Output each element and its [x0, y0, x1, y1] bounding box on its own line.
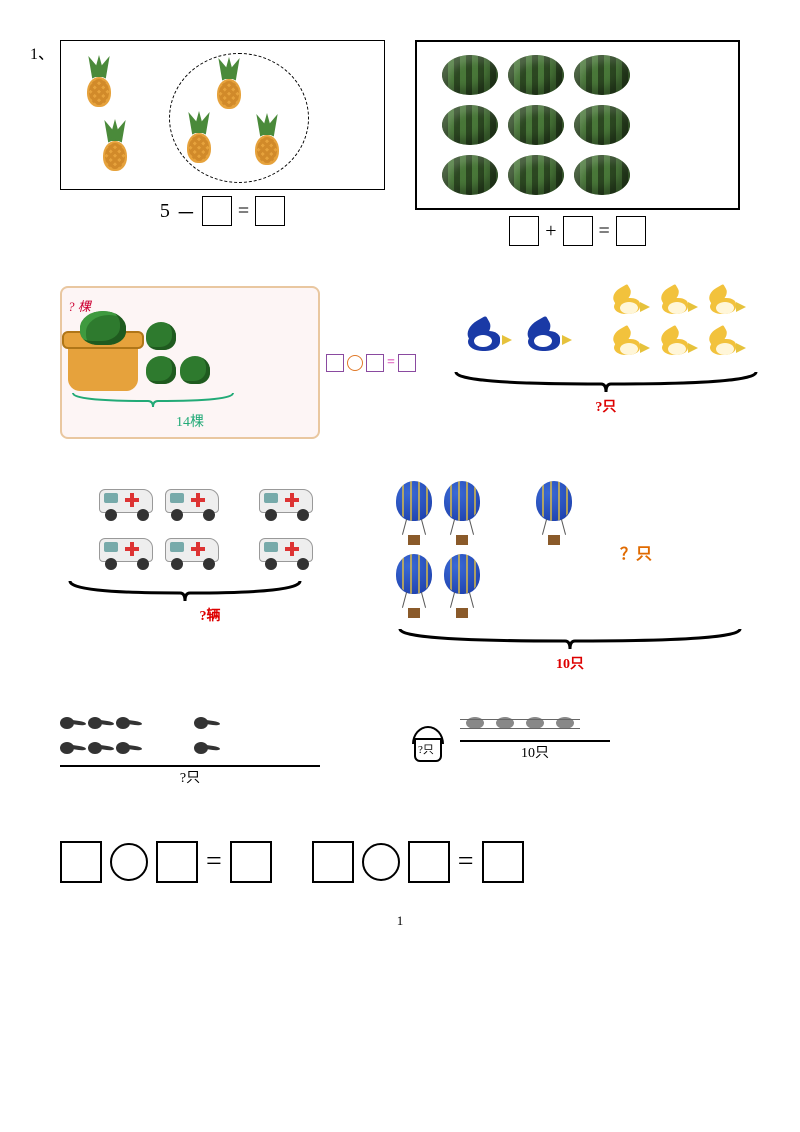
question-label: ?只	[60, 767, 320, 787]
operator-box[interactable]	[347, 355, 363, 371]
eq1-op: －	[176, 197, 196, 226]
answer-box[interactable]	[312, 841, 354, 883]
problem-cabbages: ? 棵 14棵 =	[60, 286, 416, 439]
answer-box[interactable]	[156, 841, 198, 883]
equation-blank-2: =	[312, 841, 524, 883]
equation-1: 5 － =	[60, 196, 385, 226]
pot-icon	[68, 341, 138, 391]
brace-icon	[446, 368, 766, 396]
cabbage-icon	[146, 322, 176, 350]
problem-balloons: ？只 10只	[390, 479, 750, 673]
answer-box[interactable]	[616, 216, 646, 246]
answer-box[interactable]	[398, 354, 416, 372]
brace-icon	[390, 625, 750, 653]
operator-box[interactable]	[362, 843, 400, 881]
total-label: 10只	[460, 742, 610, 762]
total-label: 10只	[556, 657, 584, 672]
problem-ambulances: ?辆	[60, 479, 360, 625]
answer-box[interactable]	[326, 354, 344, 372]
question-number: 1、	[30, 40, 54, 64]
problem-bucket: ?只 10只	[410, 713, 740, 762]
eq2-op: +	[545, 220, 556, 243]
problem-birds: ?只	[446, 286, 766, 416]
answer-box[interactable]	[366, 354, 384, 372]
operator-box[interactable]	[110, 843, 148, 881]
equation-2: + =	[415, 216, 740, 246]
right-label: ？只	[620, 540, 652, 564]
question-label: ?辆	[200, 609, 221, 624]
bird-icon	[460, 321, 512, 361]
problem-pineapples: 5 － =	[60, 40, 385, 226]
total-label: 14棵	[68, 411, 312, 431]
problem-tadpoles: ?只	[60, 713, 390, 787]
answer-box[interactable]	[60, 841, 102, 883]
answer-box[interactable]	[408, 841, 450, 883]
brace-icon	[68, 391, 238, 411]
eq1-left: 5	[160, 200, 170, 223]
answer-box[interactable]	[230, 841, 272, 883]
problem-watermelons: + =	[415, 40, 740, 246]
page-number: 1	[60, 913, 740, 929]
equation-blank-1: =	[60, 841, 272, 883]
equation-3: =	[326, 354, 416, 372]
answer-box[interactable]	[202, 196, 232, 226]
bucket-icon: ?只	[410, 728, 446, 762]
answer-box[interactable]	[255, 196, 285, 226]
question-label: ?只	[595, 400, 616, 415]
eq1-eq: =	[238, 200, 249, 223]
answer-box[interactable]	[482, 841, 524, 883]
answer-box[interactable]	[563, 216, 593, 246]
eq2-eq: =	[599, 220, 610, 243]
answer-box[interactable]	[509, 216, 539, 246]
brace-icon	[60, 577, 310, 605]
